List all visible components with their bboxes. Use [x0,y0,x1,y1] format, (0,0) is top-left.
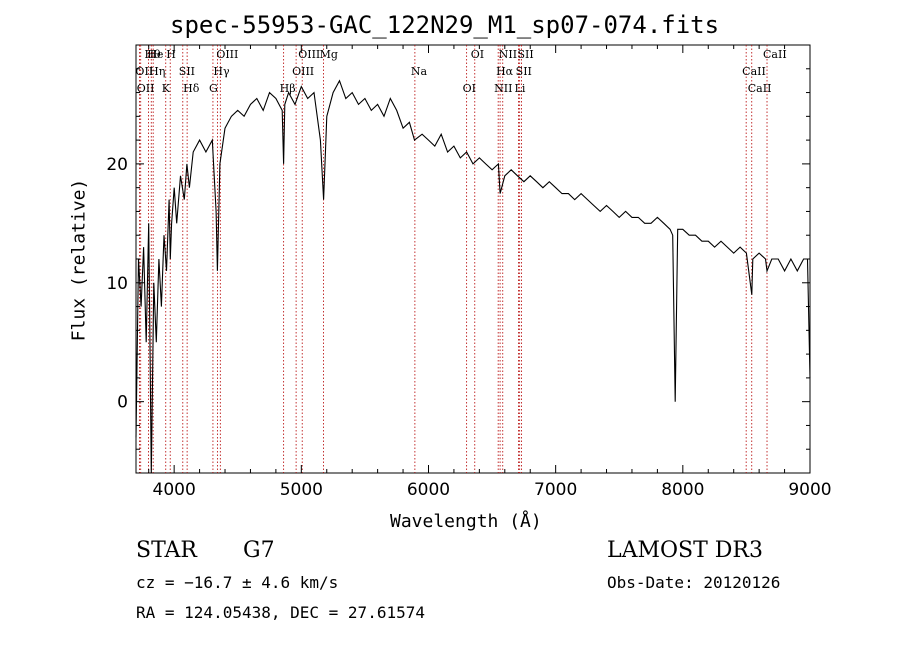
x-tick-label: 8000 [661,480,704,500]
survey-name: LAMOST DR3 [607,538,763,563]
object-subclass: G7 [243,538,275,563]
line-label: CaII [763,48,787,61]
x-axis-ticks: 4000 5000 6000 7000 8000 9000 [148,45,832,500]
line-label: SII [179,65,195,78]
plot-frame [135,44,811,474]
x-axis-label: Wavelength (Å) [390,511,542,532]
object-class: STAR [136,538,197,563]
x-tick-label: 5000 [280,480,323,500]
line-label: OIII [292,65,314,78]
line-label: NII [494,82,512,95]
obs-date: Obs-Date: 20120126 [607,573,781,592]
line-label: OII [135,65,153,78]
line-label: Hβ [280,82,296,95]
redshift-text: cz = −16.7 ± 4.6 km/s [136,573,339,592]
y-tick-label: 10 [106,274,128,294]
line-label: OIII [298,48,320,61]
y-axis-label: Flux (relative) [68,178,90,342]
line-label: Na [411,65,428,78]
line-labels: HθOIIOIIHeHηKHSIIHδOIIIHγGOIIIOIIIHβMgNa… [135,48,786,95]
line-label: OII [137,82,155,95]
y-tick-label: 20 [106,155,128,175]
line-label: H [166,48,176,61]
line-label: Hθ [144,48,161,61]
line-label: K [162,82,171,95]
line-label: Hη [149,65,165,78]
spectrum-line [135,79,811,474]
line-label: CaII [742,65,766,78]
line-label: Hγ [213,65,230,78]
line-label: OI [463,82,476,95]
line-label: SII [516,65,532,78]
line-markers [139,45,768,473]
x-tick-label: 7000 [534,480,577,500]
line-label: CaII [748,82,772,95]
line-label: Mg [320,48,338,61]
x-tick-label: 4000 [153,480,196,500]
line-label: NII [499,48,517,61]
line-label: Hδ [183,82,200,95]
line-label: SII [517,48,533,61]
line-label: He [147,48,163,61]
x-tick-label: 6000 [407,480,450,500]
x-tick-label: 9000 [788,480,831,500]
line-label: OI [471,48,484,61]
line-label: G [209,82,218,95]
y-tick-label: 0 [117,393,128,413]
line-label: OIII [216,48,238,61]
coordinates-text: RA = 124.05438, DEC = 27.61574 [136,603,425,622]
line-label: Hα [496,65,514,78]
y-axis-ticks: 0 10 20 [106,68,810,474]
chart-title: spec-55953-GAC_122N29_M1_sp07-074.fits [170,11,720,39]
line-label: Li [515,82,526,95]
